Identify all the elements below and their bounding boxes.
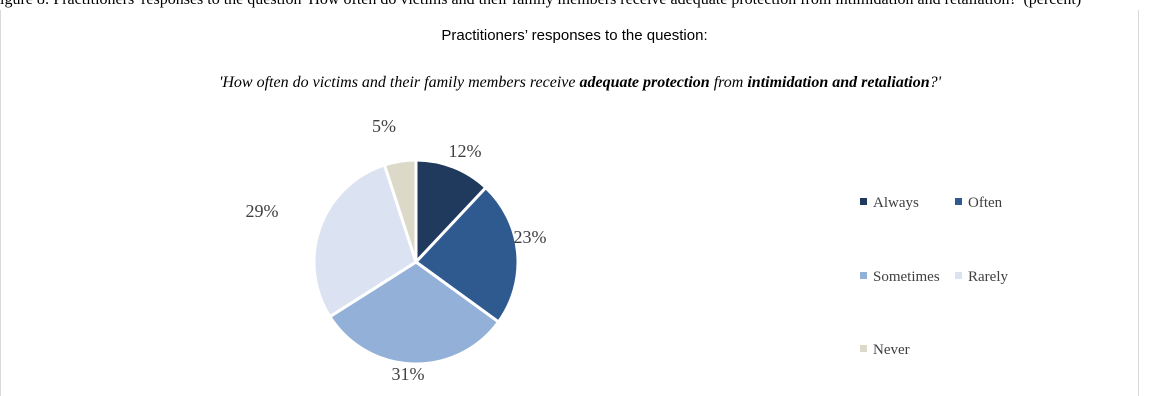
legend-label-rarely: Rarely (968, 269, 1008, 285)
legend-item-rarely: Rarely (955, 269, 1008, 286)
frame-right-border (1138, 10, 1139, 396)
legend-swatch-rarely (955, 272, 962, 280)
legend-swatch-always (860, 198, 867, 206)
chart-subtitle: 'How often do victims and their family m… (145, 71, 1015, 95)
data-label-sometimes: 31% (392, 364, 425, 384)
subtitle-bold-2: intimidation and retaliation (747, 74, 930, 91)
legend-label-never: Never (873, 342, 910, 358)
cutoff-caption: igure 8: Practitioners' responses to the… (0, 0, 1081, 9)
pie-slice-often (414, 186, 520, 324)
legend-item-often: Often (955, 195, 1002, 212)
data-label-always: 12% (449, 141, 482, 161)
subtitle-part-1: 'How often do victims and their family m… (218, 74, 580, 91)
legend-label-always: Always (873, 195, 919, 211)
chart-legend: Always Often Sometimes Rarely Never (860, 0, 1120, 396)
data-label-often: 23% (514, 227, 547, 247)
pie-slice-never (382, 158, 418, 264)
legend-swatch-often (955, 198, 962, 206)
legend-label-sometimes: Sometimes (873, 269, 940, 285)
legend-label-often: Often (968, 195, 1003, 211)
legend-item-sometimes: Sometimes (860, 269, 940, 286)
frame-left-border (0, 10, 1, 396)
chart-title: Practitioners’ responses to the question… (441, 27, 708, 44)
subtitle-part-3: ?' (929, 74, 942, 91)
subtitle-part-2: from (709, 74, 748, 91)
legend-swatch-never (860, 345, 867, 353)
legend-item-never: Never (860, 342, 910, 359)
pie-slice-sometimes (328, 260, 501, 366)
legend-item-always: Always (860, 195, 919, 212)
data-label-never: 5% (372, 116, 396, 136)
subtitle-bold-1: adequate protection (579, 74, 710, 91)
legend-swatch-sometimes (860, 272, 867, 280)
pie-slice-rarely (312, 163, 418, 319)
data-label-rarely: 29% (246, 201, 279, 221)
pie-slice-always (414, 158, 488, 264)
